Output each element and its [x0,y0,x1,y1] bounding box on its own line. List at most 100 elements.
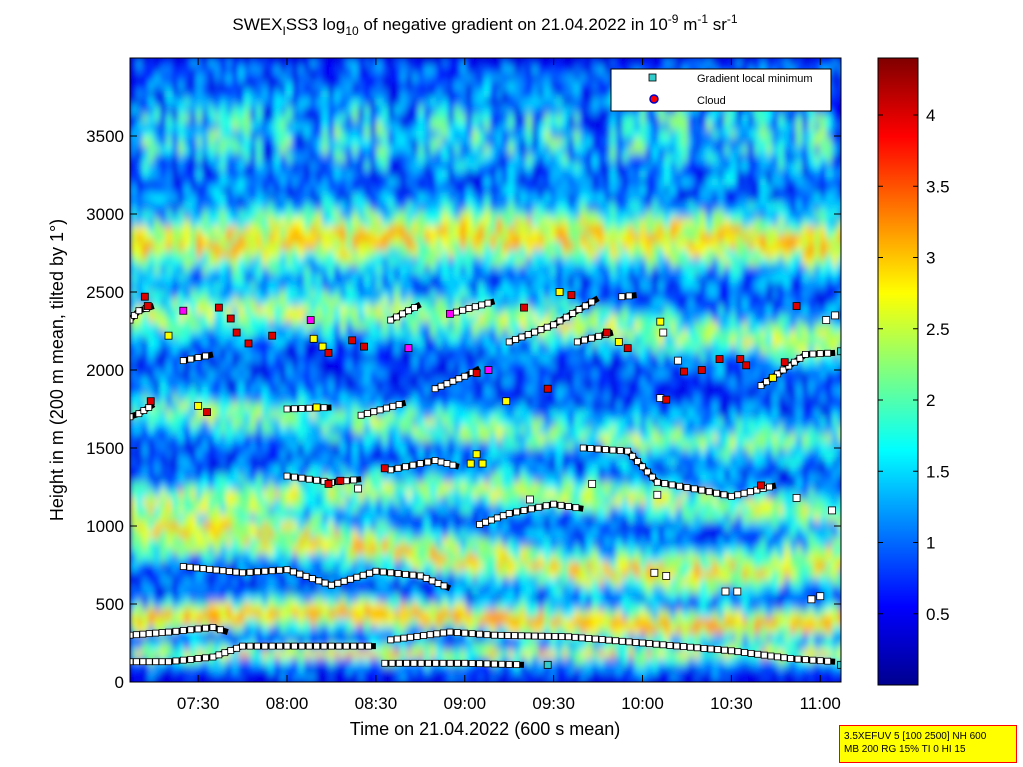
series-12 [179,351,214,365]
series-8-marker [594,445,602,453]
series-6-marker [394,464,402,472]
data-point-cloud [244,339,253,348]
data-point-cloud [662,395,671,404]
series-11-marker [376,406,384,414]
series-4-marker [246,568,254,576]
series-3-marker [407,633,414,641]
series-3-marker [693,644,701,652]
series-7-marker [572,504,580,512]
series-20-marker [790,358,798,366]
series-0-marker [172,657,180,665]
series-3-marker [824,657,832,665]
series-20-marker [809,350,817,358]
series-12-marker [179,357,187,365]
series-7-marker [505,510,513,517]
series-14-marker [531,328,538,336]
series-4-marker [186,563,194,571]
series-8-marker [683,484,691,491]
series-17-marker [459,306,467,314]
series-4-marker [302,572,310,580]
data-point-magenta [306,316,315,324]
data-point-cloud [757,481,765,490]
colorbar-tick-label: 3.5 [926,177,950,196]
series-2-marker [513,661,521,669]
points-layer [140,288,841,669]
series-4-marker [232,568,240,576]
data-point-white [721,587,730,596]
data-point-white [526,495,534,504]
series-14-marker [537,326,545,334]
series-0-marker [328,642,335,650]
series-20-marker [796,354,804,362]
series-7-marker [565,503,572,510]
series-3-marker [413,633,421,640]
series-1 [130,624,229,639]
data-point-yellow [502,397,511,406]
x-tick-label: 07:30 [177,694,220,713]
series-5-marker [313,476,321,484]
series-15-marker [595,332,603,340]
series-3-marker [531,632,539,640]
series-2-marker [388,659,396,667]
info-box: 3.5XEFUV 5 [100 2500] NH 600 MB 200 RG 1… [839,725,1017,763]
data-point-yellow [164,331,173,340]
y-tick-label: 1500 [86,439,124,458]
series-4-marker [434,580,442,587]
series-14-marker [543,323,551,331]
series-3-marker [760,651,768,659]
data-point-yellow [472,450,481,459]
series-0-marker [133,658,140,666]
y-tick-label: 3500 [86,127,124,146]
series-7-marker [476,521,483,528]
series-2-marker [505,661,513,668]
series-4-marker [428,577,436,585]
y-tick-label: 1000 [86,517,124,536]
series-4-marker [409,571,417,579]
series-3-marker [802,656,809,664]
colorbar-tick-label: 4 [926,106,935,125]
series-0-marker [335,642,343,650]
series-16 [387,301,422,324]
series-1-marker [209,624,217,631]
series-8-marker [644,468,651,476]
series-7-marker [482,518,489,526]
series-0-marker [202,654,209,662]
x-tick-label: 09:30 [532,694,575,713]
data-point-cloud [143,302,152,310]
series-4-marker [206,565,214,573]
series-0-marker [261,642,269,650]
series-8-marker [587,445,595,452]
legend-marker-cloud [649,94,659,104]
series-3-marker [774,653,781,661]
data-point-white [831,311,839,320]
plot-area: 07:30 08:00 08:30 09:00 09:30 10:00 10:30 11:00… [86,57,842,713]
series-0-marker [215,651,223,659]
series-13-marker [455,375,463,383]
legend-label-cloud: Cloud [697,95,726,107]
series-6-marker [402,463,409,471]
series-14 [505,295,600,346]
data-point-white [822,316,831,324]
colorbar-tick-label: 1.5 [926,462,950,481]
data-point-cloud [203,408,211,417]
series-3-marker [433,630,441,638]
series-13-marker [461,372,469,380]
series-3-marker [524,632,532,640]
series-3-marker [666,642,674,649]
series-3-marker [734,648,742,656]
series-2 [381,659,525,669]
series-2-marker [395,659,403,667]
data-point-yellow [555,288,564,296]
series-3-marker [483,631,491,639]
series-1-marker [139,630,147,638]
series-0-marker [187,655,195,663]
data-point-white [354,484,363,493]
y-tick-label: 3000 [86,205,124,224]
data-point-cloud [268,331,277,340]
data-point-yellow [312,403,321,412]
data-point-cloud [780,358,789,367]
series-1-marker [152,629,160,637]
legend-marker-gradient-minimum [648,73,657,82]
series-1-marker [165,628,172,636]
series-18-marker [135,307,143,315]
